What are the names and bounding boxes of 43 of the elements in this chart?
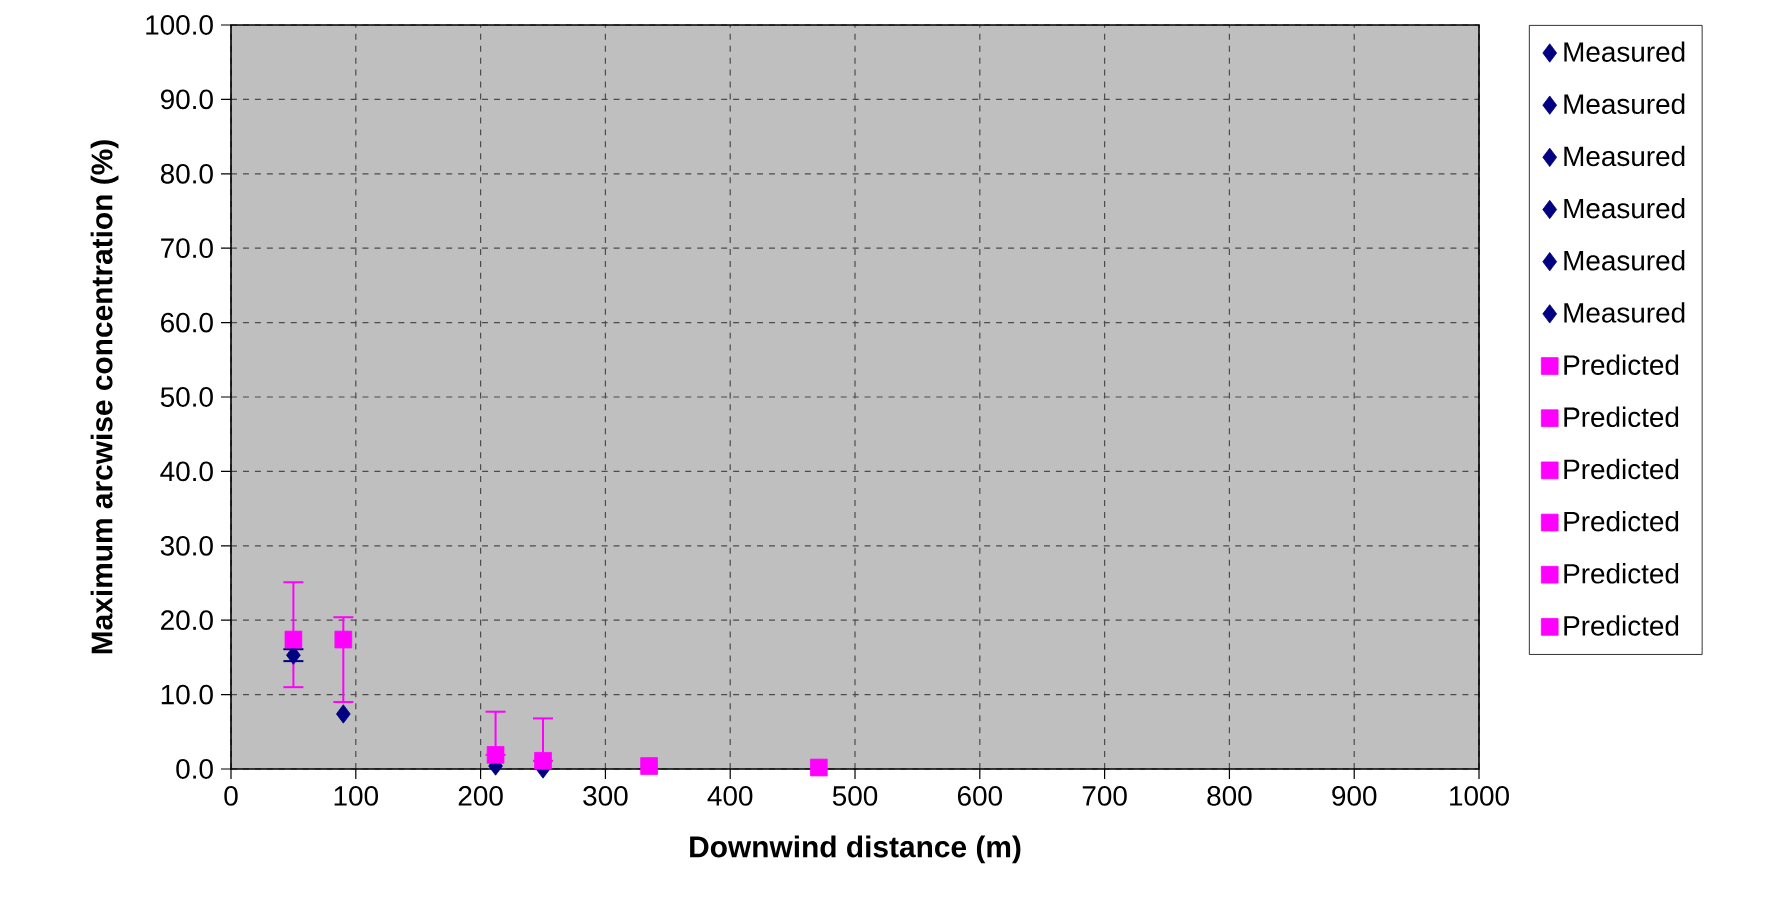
x-tick-label: 300 bbox=[583, 786, 628, 806]
point bbox=[486, 746, 505, 764]
legend-label: Measured bbox=[1564, 145, 1685, 167]
legend-label: Predicted bbox=[1564, 615, 1679, 636]
legend-label: Predicted bbox=[1564, 510, 1679, 532]
x-tick-label: 1000 bbox=[1450, 786, 1509, 806]
y-tick-label: 10.0 bbox=[161, 684, 213, 705]
x-axis-title: Downwind distance (m) bbox=[690, 835, 1021, 864]
y-tick-label: 60.0 bbox=[161, 312, 213, 333]
x-tick-label: 700 bbox=[1082, 786, 1127, 806]
y-tick-label: 70.0 bbox=[161, 238, 213, 259]
point bbox=[284, 630, 303, 649]
y-tick-label: 80.0 bbox=[160, 163, 213, 184]
point bbox=[640, 757, 658, 775]
legend-label: Predicted bbox=[1564, 354, 1679, 375]
legend-label: Measured bbox=[1564, 250, 1685, 271]
legend-label: Measured bbox=[1564, 93, 1685, 115]
x-tick-label: 800 bbox=[1207, 786, 1252, 806]
legend-label: Measured bbox=[1564, 302, 1685, 323]
y-tick-label: 40.0 bbox=[160, 461, 213, 482]
x-tick-label: 100 bbox=[334, 786, 378, 806]
y-tick-label: 30.0 bbox=[160, 535, 213, 556]
point bbox=[336, 704, 351, 724]
x-tick-label: 500 bbox=[832, 786, 878, 806]
legend-label: Measured bbox=[1564, 41, 1685, 62]
y-tick-label: 90.0 bbox=[160, 89, 213, 110]
y-axis-title: Maximum arcwise concentration (%) bbox=[90, 140, 119, 654]
point bbox=[810, 758, 828, 777]
x-tick-label: 600 bbox=[957, 786, 1002, 806]
legend-label: Measured bbox=[1564, 197, 1685, 219]
x-tick-label: 900 bbox=[1332, 786, 1377, 806]
y-tick-label: 0.0 bbox=[176, 759, 213, 779]
y-tick-label: 20.0 bbox=[161, 610, 213, 631]
legend-label: Predicted bbox=[1564, 406, 1679, 428]
legend-label: Predicted bbox=[1564, 458, 1679, 480]
x-tick-label: 200 bbox=[458, 786, 503, 806]
x-tick-label: 400 bbox=[707, 786, 753, 806]
legend-label: Predicted bbox=[1564, 563, 1679, 584]
point bbox=[534, 752, 552, 770]
point bbox=[334, 630, 353, 649]
y-tick-label: 100.0 bbox=[146, 15, 213, 35]
y-tick-label: 50.0 bbox=[160, 387, 213, 407]
x-tick-label: 0 bbox=[224, 786, 238, 806]
